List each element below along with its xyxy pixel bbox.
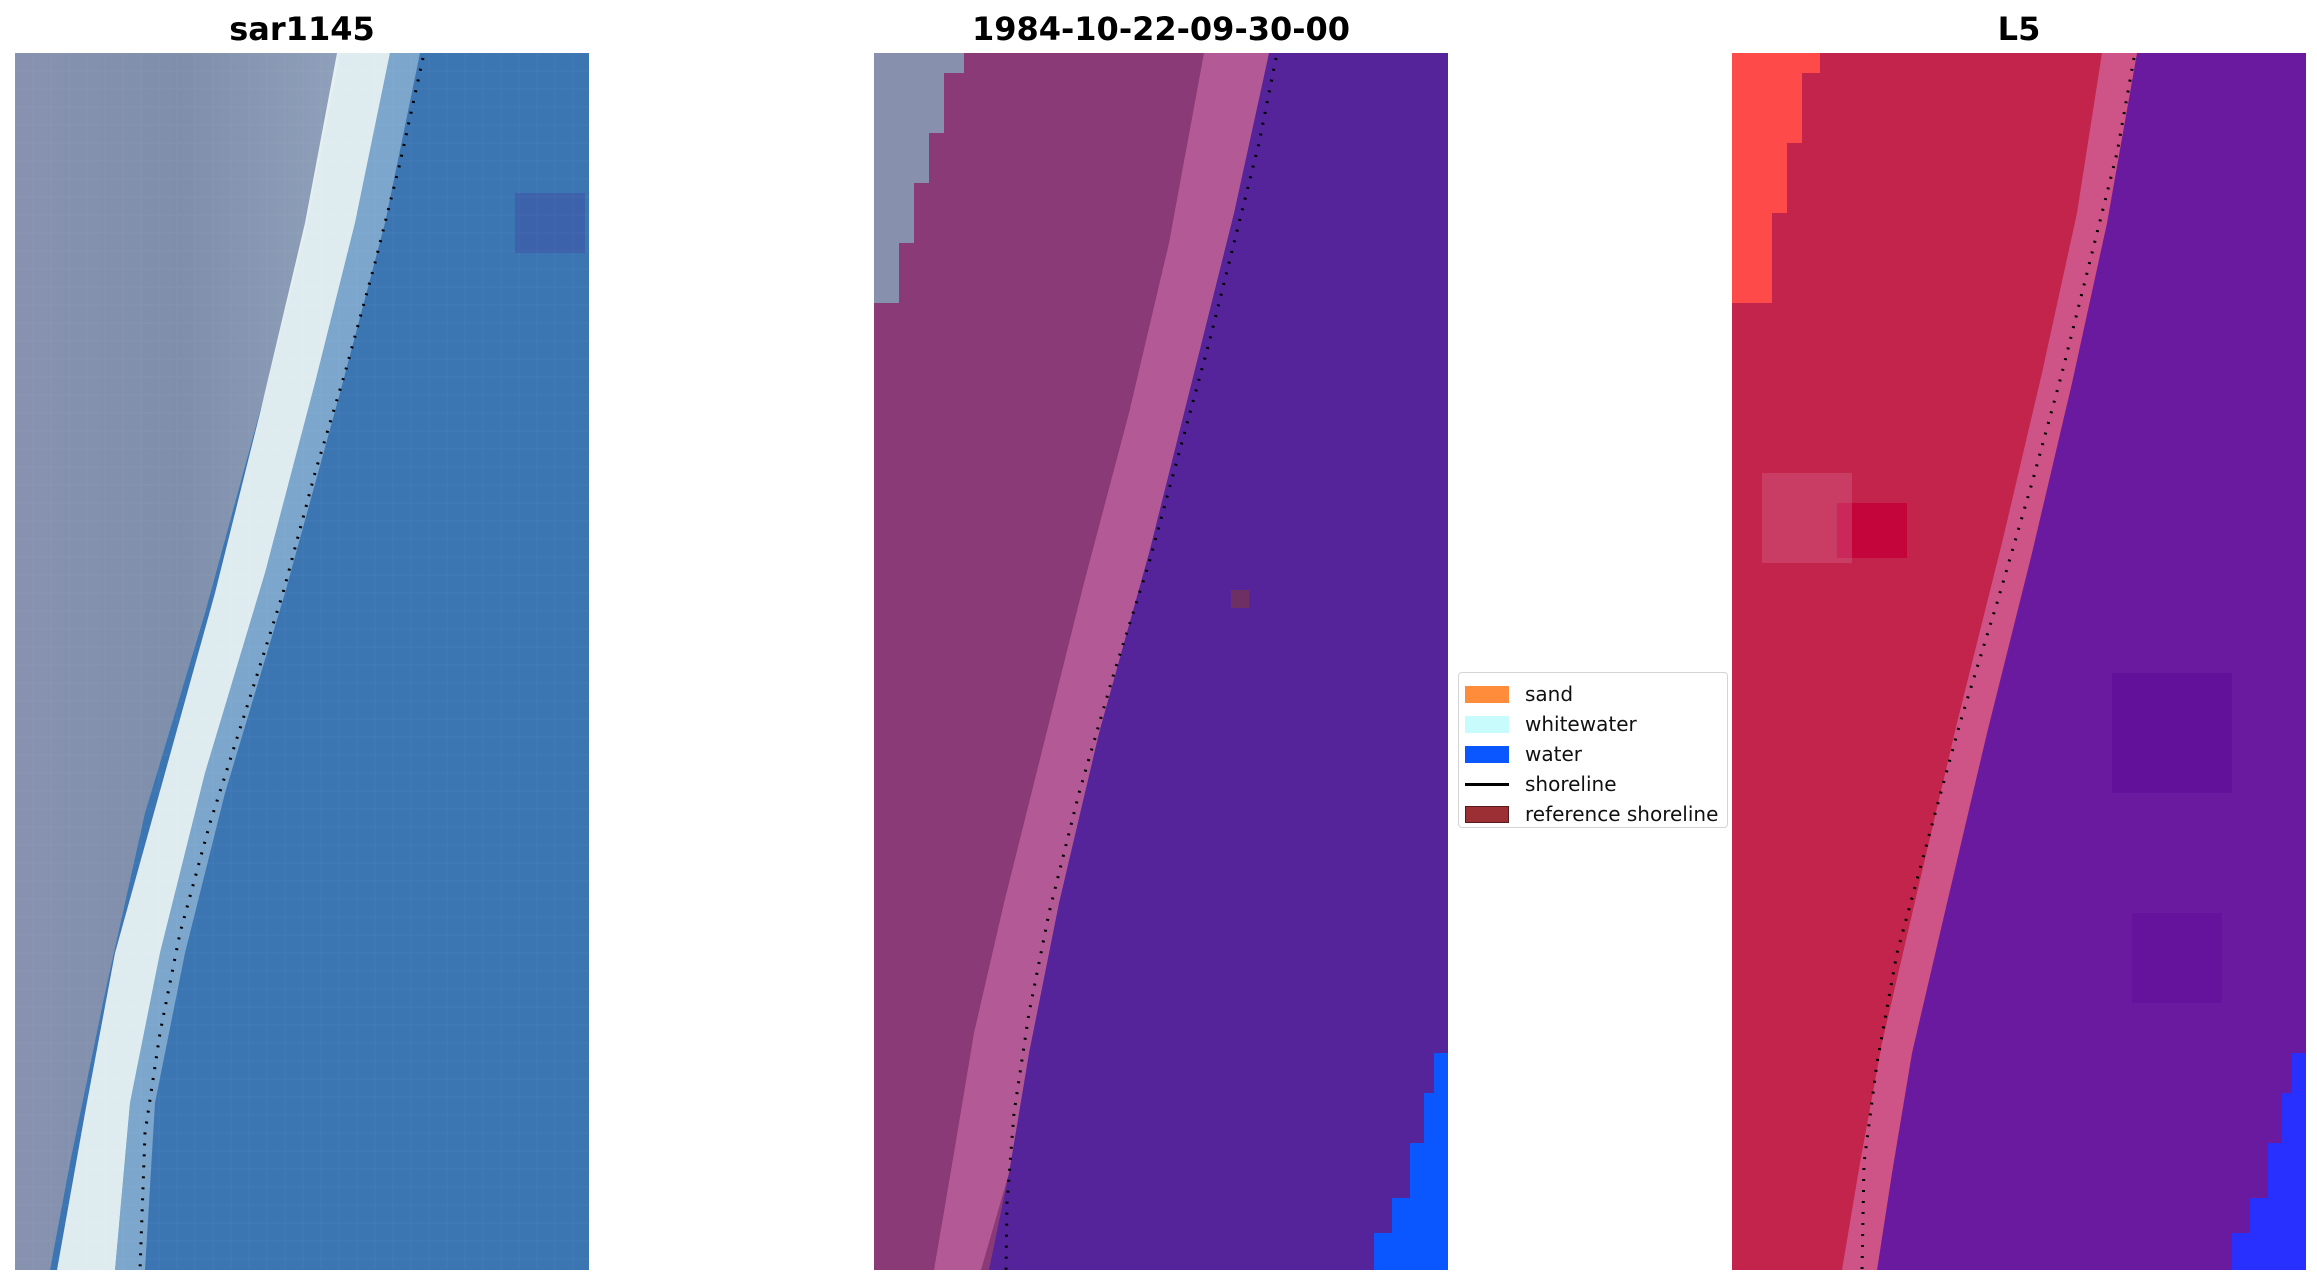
- class-band: [934, 53, 1269, 1270]
- legend: sand whitewater water shoreline referenc…: [1458, 672, 1728, 828]
- classification-panel: [874, 53, 1448, 1270]
- legend-label: water: [1525, 742, 1582, 766]
- legend-item-water: water: [1459, 739, 1727, 769]
- panel-title-rgb: sar1145: [229, 10, 375, 48]
- reference-shoreline-swatch: [1465, 805, 1509, 823]
- index-land: [1732, 53, 2137, 1270]
- index-red-patch: [1732, 53, 1820, 303]
- index-blue-pixels: [2232, 1053, 2306, 1270]
- shoreline-swatch: [1465, 782, 1509, 786]
- sand-swatch: [1465, 685, 1509, 703]
- index-band: [1842, 53, 2137, 1270]
- legend-label: whitewater: [1525, 712, 1637, 736]
- whitewater-swatch: [1465, 715, 1509, 733]
- legend-item-shoreline: shoreline: [1459, 769, 1727, 799]
- legend-item-whitewater: whitewater: [1459, 709, 1727, 739]
- legend-item-sand: sand: [1459, 679, 1727, 709]
- class-water-pixels: [1374, 1053, 1448, 1270]
- water-swatch: [1465, 745, 1509, 763]
- legend-label: reference shoreline: [1525, 802, 1719, 826]
- index-image-panel: [1732, 53, 2306, 1270]
- class-sand-patch: [874, 53, 964, 303]
- rgb-shoreline: [138, 57, 425, 1270]
- panel-title-classification: 1984-10-22-09-30-00: [971, 10, 1351, 48]
- legend-item-reference-shoreline: reference shoreline: [1459, 799, 1727, 829]
- legend-label: sand: [1525, 682, 1574, 706]
- class-noise-pixel: [1231, 590, 1249, 608]
- legend-label: shoreline: [1525, 772, 1617, 796]
- rgb-image-panel: [15, 53, 589, 1270]
- panel-title-index: L5: [1997, 10, 2041, 48]
